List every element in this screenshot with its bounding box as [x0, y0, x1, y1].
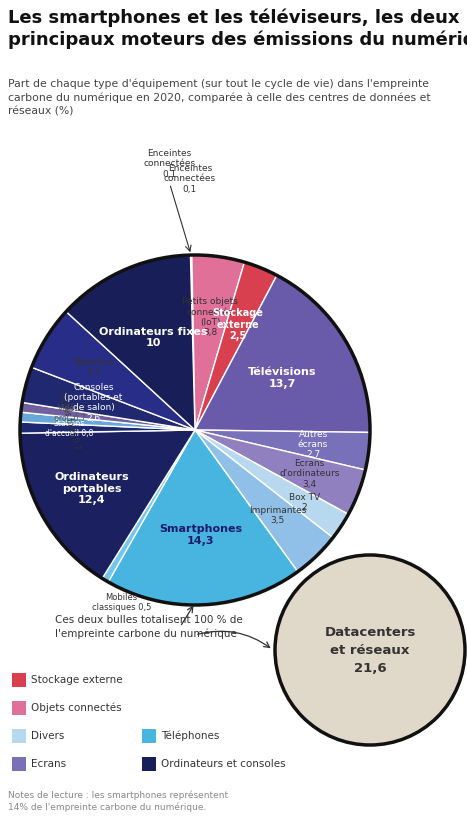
Text: Les smartphones et les téléviseurs, les deux
principaux moteurs des émissions du: Les smartphones et les téléviseurs, les …	[8, 8, 467, 49]
Wedge shape	[21, 402, 195, 430]
Text: Smartphones
14,3: Smartphones 14,3	[159, 524, 242, 546]
Text: Ecrans: Ecrans	[31, 759, 66, 769]
Text: Enceintes
connectées
0,1: Enceintes connectées 0,1	[143, 149, 196, 179]
Text: Box TV
2: Box TV 2	[289, 492, 320, 512]
Wedge shape	[195, 263, 277, 430]
Wedge shape	[20, 430, 195, 579]
Text: Autres
écrans
2,7: Autres écrans 2,7	[298, 430, 328, 459]
Text: Objets connectés: Objets connectés	[31, 703, 121, 714]
Wedge shape	[22, 367, 195, 430]
Bar	[142, 729, 156, 743]
Wedge shape	[108, 430, 297, 605]
Text: Ordinateurs
portables
12,4: Ordinateurs portables 12,4	[54, 472, 129, 505]
Text: Divers: Divers	[31, 731, 64, 741]
Wedge shape	[66, 255, 195, 430]
Bar	[12, 701, 26, 715]
Text: Enceintes
connectées
0,1: Enceintes connectées 0,1	[164, 164, 216, 193]
Wedge shape	[195, 430, 365, 514]
Text: Part de chaque type d'équipement (sur tout le cycle de vie) dans l'empreinte
car: Part de chaque type d'équipement (sur to…	[8, 78, 431, 116]
Text: Imprimantes
3,5: Imprimantes 3,5	[249, 506, 306, 525]
Text: Tablettes
4,7: Tablettes 4,7	[73, 358, 114, 377]
Text: Consoles
(portables et
de salon)
2,6: Consoles (portables et de salon) 2,6	[64, 383, 123, 423]
Wedge shape	[195, 276, 370, 432]
Text: Télévisions
13,7: Télévisions 13,7	[248, 367, 317, 389]
Text: Stockage
externe
2,5: Stockage externe 2,5	[212, 308, 263, 342]
Wedge shape	[20, 422, 195, 433]
Text: Ordinateurs fixes
10: Ordinateurs fixes 10	[99, 327, 207, 348]
Text: Ecrans
d'ordinateurs
3,4: Ecrans d'ordinateurs 3,4	[279, 459, 340, 489]
Wedge shape	[191, 255, 195, 430]
Wedge shape	[32, 312, 195, 430]
Text: Datacenters
et réseaux
21,6: Datacenters et réseaux 21,6	[324, 625, 416, 675]
Wedge shape	[195, 430, 348, 537]
Text: Stations
d'accueil 0,8: Stations d'accueil 0,8	[45, 419, 93, 438]
Text: Ordinateurs et consoles: Ordinateurs et consoles	[161, 759, 286, 769]
Wedge shape	[195, 430, 333, 572]
Text: Stockage externe: Stockage externe	[31, 675, 123, 685]
Text: Téléphones: Téléphones	[161, 731, 219, 742]
Bar	[12, 673, 26, 687]
Wedge shape	[102, 430, 195, 582]
Text: Vidéo-
proj. 0,7: Vidéo- proj. 0,7	[54, 404, 86, 423]
Wedge shape	[20, 412, 195, 430]
Wedge shape	[192, 255, 244, 430]
Bar	[12, 729, 26, 743]
Text: Ces deux bulles totalisent 100 % de
l'empreinte carbone du numérique: Ces deux bulles totalisent 100 % de l'em…	[55, 615, 243, 639]
Text: Lignes fixes 0,7: Lignes fixes 0,7	[57, 391, 81, 451]
Circle shape	[275, 555, 465, 745]
Wedge shape	[195, 430, 370, 470]
Text: Mobiles
classiques 0,5: Mobiles classiques 0,5	[92, 593, 151, 612]
Text: Notes de lecture : les smartphones représentent
14% de l'empreinte carbone du nu: Notes de lecture : les smartphones repré…	[8, 790, 228, 812]
Bar	[12, 757, 26, 771]
Text: Petits objets
connectés
(IoT)
3,8: Petits objets connectés (IoT) 3,8	[182, 297, 238, 337]
Bar	[142, 757, 156, 771]
